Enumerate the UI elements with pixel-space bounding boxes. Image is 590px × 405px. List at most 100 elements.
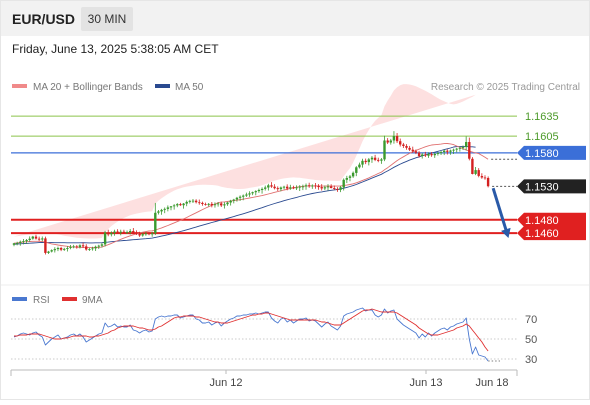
timeframe-badge[interactable] [81, 7, 133, 31]
candle [242, 194, 245, 201]
candle-body [169, 206, 173, 208]
candle [264, 185, 267, 191]
candle-body [144, 233, 148, 235]
candle [176, 203, 179, 208]
candle-body [427, 154, 430, 156]
bollinger-band-layer [14, 84, 476, 239]
candle-body [351, 172, 355, 177]
rsi-legend-swatch [12, 297, 27, 301]
candle [414, 149, 418, 155]
candle [348, 175, 352, 182]
candle-body [179, 204, 182, 206]
candle-body [367, 159, 370, 163]
timeframe-label: 30 MIN [88, 12, 127, 26]
candle [380, 158, 383, 164]
candle-body [405, 146, 408, 148]
candle-body [22, 241, 25, 242]
candle-body [229, 200, 232, 203]
candle-body [210, 203, 213, 206]
candle [386, 138, 389, 145]
candle [141, 232, 144, 237]
candle [336, 187, 339, 192]
candle-body [185, 201, 188, 204]
candle [154, 202, 157, 236]
projection-arrow-shaft [491, 187, 509, 234]
ma20-legend-swatch [12, 84, 27, 88]
candle [100, 242, 104, 248]
candle-body [72, 246, 75, 248]
candle [160, 208, 163, 215]
candle-body [411, 149, 414, 152]
candle-body [345, 178, 348, 180]
candle-body [248, 193, 251, 195]
candle-body [47, 251, 50, 253]
candle [34, 234, 38, 240]
candle [326, 184, 330, 191]
candle-body [421, 154, 424, 156]
candle [44, 236, 47, 255]
candle-body [308, 185, 311, 187]
candle-body [289, 187, 292, 189]
candle-body [34, 236, 38, 239]
candle-body [402, 144, 405, 146]
bollinger-band [14, 84, 476, 239]
time-tick-label-0: Jun 12 [209, 377, 242, 389]
candle [132, 228, 135, 235]
candle [107, 229, 110, 237]
candle [433, 152, 436, 158]
candle-body [443, 150, 446, 152]
level-label-3: 1.1530 [525, 181, 559, 193]
candle [392, 131, 396, 144]
candle-body [430, 154, 433, 156]
level-label-4: 1.1480 [525, 215, 559, 227]
candle-body [94, 246, 97, 249]
candle-body [455, 148, 458, 150]
candle-body [31, 236, 34, 239]
rsi-legend-label: RSI [33, 295, 50, 306]
level-label-5: 1.1460 [525, 228, 559, 240]
candle-body [286, 186, 289, 189]
candle-body [56, 248, 60, 250]
candle-body [176, 204, 179, 206]
candle-body [191, 200, 195, 202]
candle [198, 199, 201, 205]
rsi-ma-line [14, 308, 489, 352]
datetime-label: Friday, June 13, 2025 5:38:05 AM CET [12, 42, 219, 56]
candle [75, 245, 78, 249]
projection-arrow-head [501, 227, 511, 238]
candle [19, 240, 22, 246]
candle-body [75, 246, 78, 248]
candle-body [336, 188, 339, 190]
candle-body [355, 167, 358, 173]
candle-body [129, 231, 132, 233]
candle-body [386, 140, 389, 143]
candle-body [69, 247, 72, 248]
candle-body [477, 170, 480, 176]
ma50-line [13, 146, 476, 245]
candle-body [59, 248, 63, 250]
candle [364, 158, 367, 165]
ma20-line [13, 143, 489, 249]
candle-body [317, 186, 320, 188]
candle-body [50, 250, 53, 252]
candle-body [273, 186, 276, 189]
candle-body [213, 204, 217, 206]
candle-body [110, 233, 113, 235]
candle-body [15, 242, 19, 244]
candle [355, 166, 358, 177]
rsi-tick-label-70: 70 [525, 314, 537, 326]
candle-body [119, 231, 122, 233]
candle [94, 245, 97, 251]
candle [367, 157, 370, 166]
candle-body [154, 212, 157, 234]
candle [172, 204, 176, 210]
level-label-1: 1.1605 [525, 131, 559, 143]
candle [443, 149, 446, 156]
candle [31, 235, 34, 240]
candle-body [201, 202, 204, 204]
candle [471, 157, 474, 175]
candle-body [392, 136, 396, 141]
candle-body [399, 141, 402, 145]
candle [188, 199, 191, 204]
symbol-title: EUR/USD [12, 11, 75, 27]
